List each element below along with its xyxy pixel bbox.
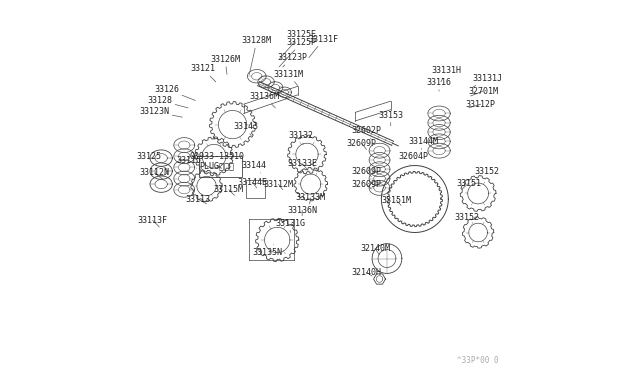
Text: 32701M: 32701M xyxy=(468,87,498,96)
Text: 00933-13510: 00933-13510 xyxy=(189,152,244,164)
Text: PLUGプラグ: PLUGプラグ xyxy=(199,161,234,170)
Text: 33151M: 33151M xyxy=(381,196,412,205)
Text: 33113F: 33113F xyxy=(138,216,168,227)
Text: 33116: 33116 xyxy=(426,78,452,91)
Text: 33143: 33143 xyxy=(233,122,258,136)
Text: 32609P: 32609P xyxy=(351,167,381,177)
Text: 33131J: 33131J xyxy=(472,74,502,87)
Text: 32609P: 32609P xyxy=(351,180,381,189)
Text: 33131M: 33131M xyxy=(273,70,303,86)
Text: 33152: 33152 xyxy=(454,213,479,225)
Text: 33136M: 33136M xyxy=(249,92,279,108)
Text: 32604P: 32604P xyxy=(398,153,428,164)
Text: 33144E: 33144E xyxy=(237,178,268,188)
Text: 33125E: 33125E xyxy=(279,30,316,60)
Text: 33128: 33128 xyxy=(148,96,188,108)
Text: 33131G: 33131G xyxy=(275,219,305,232)
Text: 32140H: 32140H xyxy=(351,268,381,277)
Text: 33113: 33113 xyxy=(186,195,211,204)
Text: 33152: 33152 xyxy=(474,167,499,179)
Text: 33123N: 33123N xyxy=(140,107,182,117)
Text: 33133E: 33133E xyxy=(287,159,317,170)
Text: 33126: 33126 xyxy=(154,85,195,100)
Text: 33112P: 33112P xyxy=(466,100,496,109)
Text: 33153: 33153 xyxy=(378,111,403,126)
Text: 33126M: 33126M xyxy=(210,55,240,74)
Text: 33115M: 33115M xyxy=(214,185,244,195)
Text: 33144: 33144 xyxy=(241,161,266,173)
Text: 33115: 33115 xyxy=(177,156,202,168)
Text: 33144M: 33144M xyxy=(408,137,438,150)
Text: 33132: 33132 xyxy=(288,131,313,144)
Text: 32609P: 32609P xyxy=(347,139,377,150)
Text: 33131H: 33131H xyxy=(431,66,461,82)
Text: 33112N: 33112N xyxy=(140,169,170,179)
Text: ^33P*00 0: ^33P*00 0 xyxy=(457,356,499,365)
Text: 33135N: 33135N xyxy=(252,245,282,257)
Text: 33125P: 33125P xyxy=(279,38,316,67)
Text: 32602P: 32602P xyxy=(351,126,381,140)
Text: 33128M: 33128M xyxy=(242,36,272,74)
Text: 33121: 33121 xyxy=(190,64,216,82)
Text: 33112M: 33112M xyxy=(263,180,293,190)
Text: 33151: 33151 xyxy=(456,179,481,189)
Text: 32140M: 32140M xyxy=(360,244,390,255)
Text: 33133M: 33133M xyxy=(296,193,326,204)
Text: 33125: 33125 xyxy=(136,153,161,164)
Text: 33131F: 33131F xyxy=(308,35,339,58)
Text: 33136N: 33136N xyxy=(287,206,317,216)
Text: 33123P: 33123P xyxy=(277,53,307,67)
